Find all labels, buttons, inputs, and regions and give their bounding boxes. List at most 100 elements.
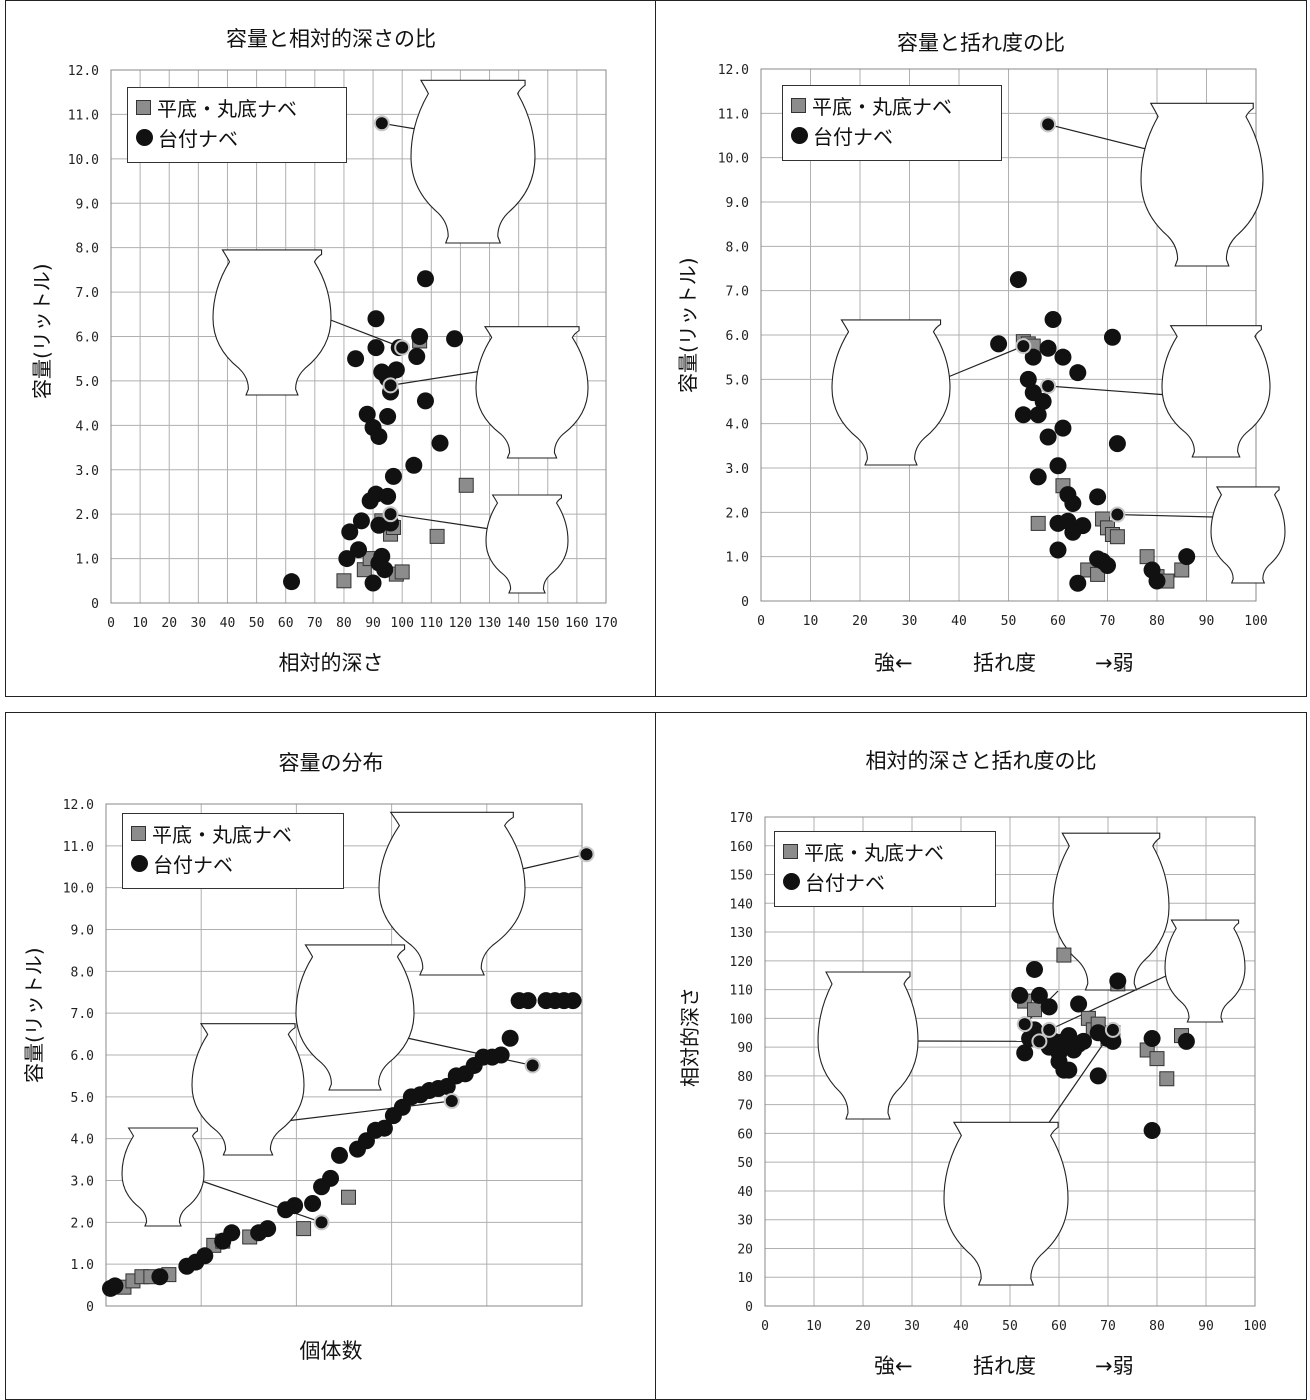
data-point-circle xyxy=(416,270,434,288)
data-point-circle xyxy=(1178,548,1196,566)
y-tick-label: 30 xyxy=(737,1214,753,1229)
y-axis-label: 容量(リットル) xyxy=(30,263,54,399)
legend: 平底・丸底ナベ 台付ナベ xyxy=(774,831,996,907)
data-point-circle xyxy=(358,405,376,423)
y-tick-label: 12.0 xyxy=(63,798,94,813)
data-point-circle xyxy=(1016,1044,1034,1062)
x-tick-label: 0 xyxy=(761,1319,769,1334)
data-point-circle xyxy=(1074,517,1092,535)
data-point-circle xyxy=(492,1046,510,1064)
y-tick-label: 8.0 xyxy=(71,965,94,980)
vessel-illustration xyxy=(1162,326,1270,457)
legend-square-marker xyxy=(136,99,151,115)
x-tick-label: 80 xyxy=(336,616,352,631)
y-tick-label: 9.0 xyxy=(76,197,99,212)
y-tick-label: 120 xyxy=(730,955,753,970)
data-point-circle xyxy=(990,335,1008,353)
legend-circle-marker xyxy=(131,854,148,872)
x-tick-label: 50 xyxy=(249,616,265,631)
y-tick-label: 80 xyxy=(737,1070,753,1085)
data-point-circle xyxy=(1011,986,1029,1004)
x-tick-label: 170 xyxy=(594,616,617,631)
plot-frame xyxy=(764,816,1256,1307)
y-tick-label: 1.0 xyxy=(726,551,749,566)
data-point-circle xyxy=(1044,310,1062,328)
data-point-circle xyxy=(196,1247,214,1265)
y-axis-label: 容量(リットル) xyxy=(676,257,700,393)
x-tick-label: 120 xyxy=(449,616,472,631)
vessel-illustration xyxy=(486,495,568,593)
leader-line xyxy=(285,1100,452,1122)
x-tick-label: 70 xyxy=(307,616,323,631)
x-tick-label: 40 xyxy=(220,616,236,631)
legend-series-2: 台付ナベ xyxy=(813,124,893,149)
y-tick-label: 5.0 xyxy=(71,1091,94,1106)
y-tick-label: 0 xyxy=(745,1300,753,1315)
y-tick-label: 150 xyxy=(730,869,753,884)
data-point-circle xyxy=(1177,1032,1195,1050)
x-tick-label: 40 xyxy=(951,614,967,629)
data-point-square xyxy=(336,573,352,589)
data-point-circle xyxy=(259,1220,277,1238)
y-tick-label: 70 xyxy=(737,1099,753,1114)
leader-line xyxy=(327,318,403,349)
data-point-square xyxy=(340,1189,356,1205)
chart-plot-capacity-vs-depth: 0 1.0 2.0 3.0 4.0 5.0 6.0 7.0 8.0 9.0 10.0 11.0 12.0… xyxy=(68,64,618,631)
y-tick-label: 3.0 xyxy=(726,462,749,477)
chart-panel-capacity-distribution: 0 1.0 2.0 3.0 4.0 5.0 6.0 7.0 8.0 9.0 10.0 11.0 12.0… xyxy=(5,712,657,1400)
data-point-circle xyxy=(376,561,394,579)
y-tick-label: 40 xyxy=(737,1185,753,1200)
y-tick-label: 1.0 xyxy=(76,553,99,568)
x-axis-label: 括れ度 xyxy=(973,651,1036,675)
highlighted-data-point xyxy=(1109,506,1126,523)
data-point-circle xyxy=(106,1277,124,1295)
data-point-circle xyxy=(367,310,385,328)
chart-panel-depth-vs-constriction: 0 10 20 30 40 50 60 70 80 90 100 110 120 130 140 150 160… xyxy=(655,712,1307,1400)
chart-plot-capacity-distribution: 0 1.0 2.0 3.0 4.0 5.0 6.0 7.0 8.0 9.0 10.0 11.0 12.0 xyxy=(63,798,595,1315)
data-point-circle xyxy=(1064,494,1082,512)
vessel-illustration xyxy=(192,1024,304,1155)
vessel-illustration xyxy=(832,320,950,465)
chart-title: 容量と括れ度の比 xyxy=(897,31,1065,55)
data-point-circle xyxy=(1019,370,1037,388)
highlighted-data-point xyxy=(1031,1033,1048,1050)
x-tick-label: 50 xyxy=(1002,1319,1018,1334)
y-tick-label: 3.0 xyxy=(71,1175,94,1190)
data-point-circle xyxy=(347,350,365,368)
data-point-square xyxy=(1030,515,1046,531)
data-point-circle xyxy=(1089,488,1107,506)
vessel-illustration xyxy=(1211,487,1285,583)
y-tick-label: 0 xyxy=(741,595,749,610)
y-tick-label: 60 xyxy=(737,1127,753,1142)
chart-title: 容量の分布 xyxy=(278,751,384,775)
chart-title: 容量と相対的深さの比 xyxy=(226,27,436,51)
data-point-circle xyxy=(223,1224,241,1242)
x-axis-label-weak: →弱 xyxy=(1095,651,1134,675)
y-tick-label: 130 xyxy=(730,926,753,941)
x-tick-label: 20 xyxy=(855,1319,871,1334)
x-tick-label: 140 xyxy=(507,616,530,631)
x-axis-label-strong: 強← xyxy=(874,1354,913,1378)
y-tick-label: 90 xyxy=(737,1041,753,1056)
legend: 平底・丸底ナベ 台付ナベ xyxy=(782,85,1002,161)
legend-series-1: 平底・丸底ナベ xyxy=(157,96,297,121)
legend-square-marker xyxy=(131,825,146,841)
highlighted-data-point xyxy=(373,115,390,132)
data-point-circle xyxy=(364,574,382,592)
data-point-circle xyxy=(1148,572,1166,590)
x-tick-label: 110 xyxy=(420,616,443,631)
x-tick-label: 90 xyxy=(365,616,381,631)
data-point-circle xyxy=(384,467,402,485)
y-tick-label: 4.0 xyxy=(726,418,749,433)
data-point-square xyxy=(1056,947,1072,963)
leader-line xyxy=(1047,123,1147,150)
data-point-circle xyxy=(519,992,537,1010)
x-tick-label: 20 xyxy=(852,614,868,629)
y-tick-label: 2.0 xyxy=(726,506,749,521)
x-tick-label: 100 xyxy=(390,616,413,631)
data-point-circle xyxy=(1054,419,1072,437)
x-tick-label: 160 xyxy=(565,616,588,631)
x-tick-label: 90 xyxy=(1199,614,1215,629)
y-tick-label: 10.0 xyxy=(718,152,749,167)
y-tick-label: 50 xyxy=(737,1156,753,1171)
